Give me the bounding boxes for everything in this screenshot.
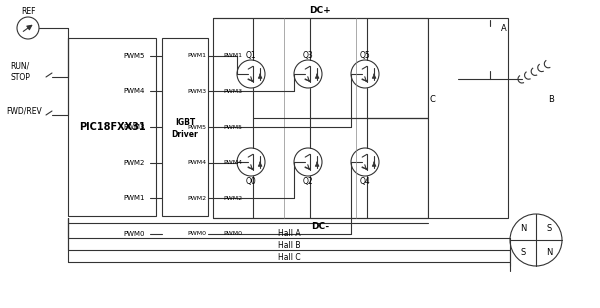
- Bar: [162, 38, 208, 216]
- Text: Hall A: Hall A: [278, 229, 301, 237]
- Text: Q0: Q0: [245, 176, 256, 185]
- Text: FWD/REV: FWD/REV: [6, 107, 42, 116]
- Bar: [68, 38, 156, 216]
- Text: PWM0: PWM0: [123, 231, 145, 237]
- Bar: [213, 18, 428, 218]
- Text: A: A: [501, 23, 507, 33]
- Text: RUN/: RUN/: [10, 62, 29, 71]
- Text: PWM0: PWM0: [187, 231, 206, 236]
- Text: Q4: Q4: [359, 176, 370, 185]
- Text: PWM1: PWM1: [123, 195, 145, 201]
- Text: Hall C: Hall C: [278, 253, 301, 261]
- Text: PWM4: PWM4: [124, 88, 145, 94]
- Text: S: S: [547, 224, 551, 233]
- Text: IGBT: IGBT: [175, 117, 195, 127]
- Text: PWM4: PWM4: [223, 160, 242, 165]
- Text: C: C: [429, 95, 435, 103]
- Text: REF: REF: [21, 6, 35, 15]
- Text: PWM1: PWM1: [223, 53, 242, 58]
- Text: PWM3: PWM3: [123, 124, 145, 130]
- Text: PWM0: PWM0: [223, 231, 242, 236]
- Text: DC+: DC+: [310, 6, 331, 14]
- Text: PWM5: PWM5: [223, 124, 242, 129]
- Text: S: S: [520, 248, 526, 257]
- Text: PWM5: PWM5: [124, 53, 145, 59]
- Text: PWM3: PWM3: [187, 89, 206, 94]
- Text: PWM1: PWM1: [187, 53, 206, 58]
- Text: Q2: Q2: [302, 176, 313, 185]
- Bar: [428, 18, 508, 218]
- Text: PWM5: PWM5: [187, 124, 206, 129]
- Text: PWM4: PWM4: [187, 160, 206, 165]
- Text: PWM2: PWM2: [223, 196, 242, 201]
- Text: PWM3: PWM3: [223, 89, 242, 94]
- Text: PWM2: PWM2: [187, 196, 206, 201]
- Text: Driver: Driver: [172, 129, 199, 139]
- Text: STOP: STOP: [10, 72, 30, 82]
- Text: PWM2: PWM2: [124, 160, 145, 166]
- Text: Q5: Q5: [359, 51, 370, 59]
- Text: PIC18FXX31: PIC18FXX31: [79, 122, 145, 132]
- Text: N: N: [546, 248, 552, 257]
- Text: B: B: [548, 95, 554, 103]
- Text: Hall B: Hall B: [278, 241, 300, 249]
- Text: N: N: [520, 224, 526, 233]
- Text: Q1: Q1: [245, 51, 256, 59]
- Text: DC-: DC-: [311, 221, 329, 230]
- Text: Q3: Q3: [302, 51, 313, 59]
